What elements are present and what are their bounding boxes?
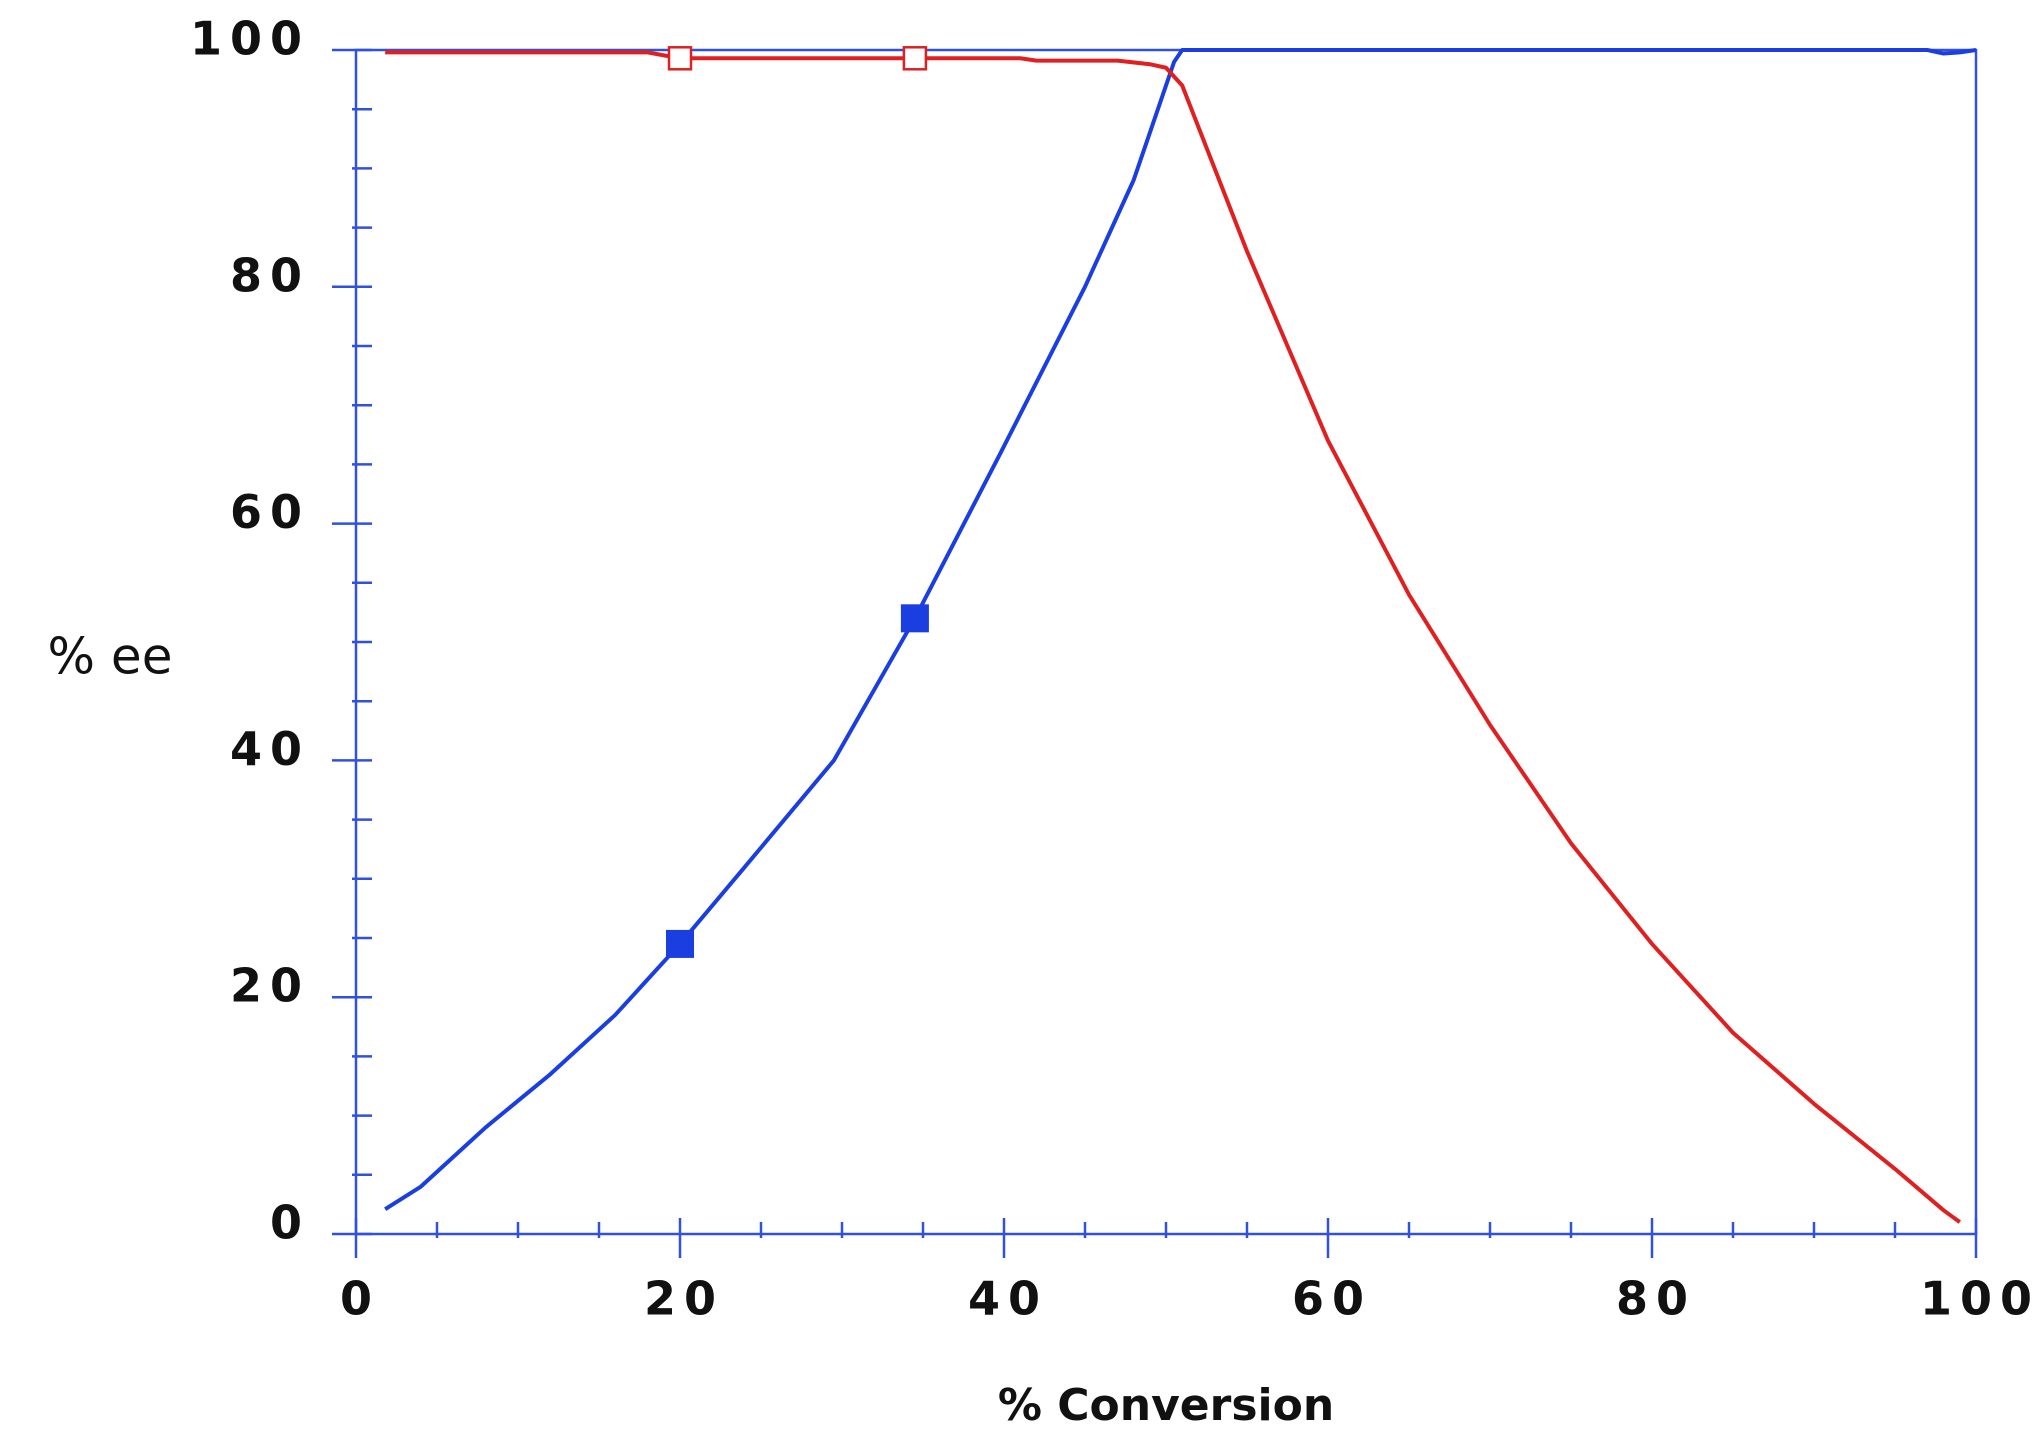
- x-tick-label: 40: [968, 1272, 1048, 1326]
- y-tick-label: 0: [270, 1196, 310, 1250]
- y-tick-label: 80: [230, 248, 310, 302]
- x-tick-label: 0: [340, 1272, 380, 1326]
- data-point: [902, 46, 928, 71]
- y-axis-label: % ee: [48, 628, 173, 686]
- x-tick-label: 20: [644, 1272, 724, 1326]
- plot-frame: [354, 48, 1978, 1236]
- data-point: [666, 929, 694, 958]
- x-tick-label: 60: [1292, 1272, 1372, 1326]
- data-line: [385, 50, 1961, 1224]
- data-line: [384, 48, 1977, 1211]
- x-axis-label: % Conversion: [998, 1380, 1334, 1431]
- x-tick-label: 80: [1616, 1272, 1696, 1326]
- data-point: [667, 46, 693, 71]
- y-tick-label: 60: [230, 485, 310, 539]
- y-tick-label: 40: [230, 722, 310, 776]
- x-tick-label: 100: [1920, 1272, 2040, 1326]
- y-tick-label: 20: [230, 959, 310, 1013]
- y-tick-label: 100: [190, 12, 310, 66]
- data-point: [900, 604, 929, 633]
